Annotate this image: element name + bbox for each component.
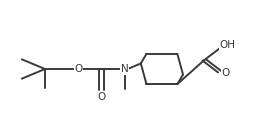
Text: O: O bbox=[74, 64, 82, 74]
Text: N: N bbox=[121, 64, 128, 74]
Text: OH: OH bbox=[219, 40, 235, 50]
Text: O: O bbox=[97, 92, 106, 102]
Text: O: O bbox=[221, 68, 230, 78]
